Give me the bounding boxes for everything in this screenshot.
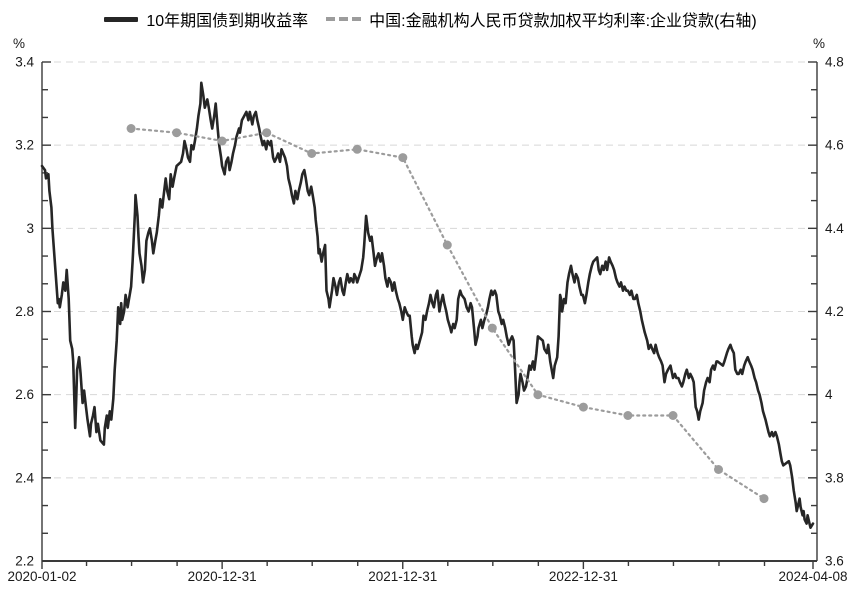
y-tick-label: 4.2 (825, 304, 844, 319)
y-tick-label: 2.4 (15, 470, 34, 485)
loan-rate-marker (172, 128, 182, 138)
right-axis-unit-label: % (812, 36, 825, 51)
loan-rate-marker (262, 128, 272, 138)
y-tick-label: 2.8 (15, 304, 34, 319)
x-tick-label: 2022-12-31 (549, 569, 618, 584)
x-tick-label: 2021-12-31 (368, 569, 437, 584)
loan-rate-marker (352, 144, 362, 154)
y-tick-label: 4.6 (825, 138, 844, 153)
loan-rate-marker (578, 402, 588, 412)
bond-yield-line (40, 81, 815, 529)
y-tick-label: 2.2 (15, 554, 34, 569)
loan-rate-marker (533, 390, 543, 400)
x-tick-label: 2024-04-08 (778, 569, 847, 584)
x-tick-label: 2020-12-31 (188, 569, 257, 584)
y-tick-label: 3.2 (15, 138, 34, 153)
legend-item-bond-yield: 10年期国债到期收益率 (104, 7, 308, 31)
y-tick-label: 3.8 (825, 470, 844, 485)
loan-rate-marker (714, 465, 723, 474)
y-tick-label: 3.4 (15, 55, 34, 70)
loan-rate-marker (442, 240, 452, 250)
legend-label-loan-rate: 中国:金融机构人民币贷款加权平均利率:企业贷款(右轴) (369, 13, 757, 30)
loan-rate-marker (487, 323, 497, 333)
loan-rate-marker (398, 153, 408, 163)
y-tick-label: 2.6 (15, 387, 34, 402)
dashed-line-swatch-icon (326, 17, 362, 21)
y-tick-label: 4 (825, 387, 833, 402)
y-tick-label: 4.8 (825, 55, 844, 70)
loan-rate-marker (623, 411, 633, 420)
loan-rate-marker (307, 149, 317, 158)
legend-item-loan-rate: 中国:金融机构人民币贷款加权平均利率:企业贷款(右轴) (326, 7, 757, 31)
loan-rate-marker (668, 411, 678, 420)
legend: 10年期国债到期收益率 中国:金融机构人民币贷款加权平均利率:企业贷款(右轴) (0, 7, 861, 31)
loan-rate-marker (217, 136, 227, 146)
y-tick-label: 3.6 (825, 554, 844, 569)
y-tick-label: 3 (26, 221, 34, 236)
y-tick-label: 4.4 (825, 221, 844, 236)
loan-rate-marker (759, 494, 769, 504)
solid-line-swatch-icon (104, 16, 139, 22)
legend-label-bond-yield: 10年期国债到期收益率 (146, 13, 309, 30)
loan-rate-marker (126, 124, 136, 133)
left-axis-unit-label: % (13, 36, 26, 51)
x-tick-label: 2020-01-02 (7, 569, 76, 584)
